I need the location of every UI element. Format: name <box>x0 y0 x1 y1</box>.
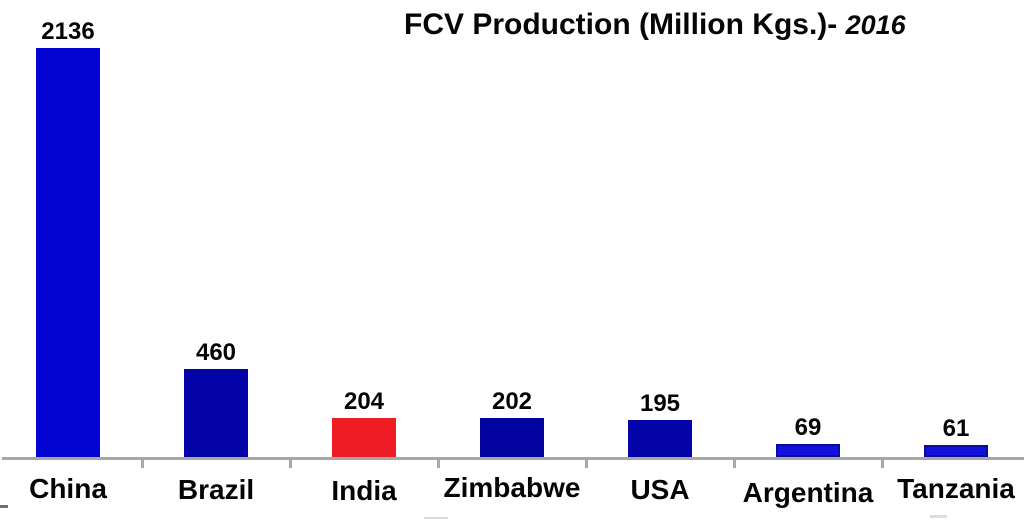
scan-artifact-right <box>930 515 947 518</box>
axis-tick <box>733 460 736 468</box>
value-label-zimbabwe: 202 <box>491 387 533 415</box>
axis-label-china: China <box>29 473 107 504</box>
value-label-brazil: 460 <box>195 338 237 366</box>
bar-zimbabwe <box>480 418 544 457</box>
bar-tanzania <box>924 445 988 457</box>
axis-label-usa: USA <box>630 474 690 505</box>
value-label-china: 2136 <box>41 17 95 45</box>
bar-brazil <box>184 369 248 457</box>
value-label-argentina: 69 <box>794 413 822 441</box>
axis-tick <box>437 460 440 468</box>
axis-label-argentina: Argentina <box>742 477 874 508</box>
value-label-india: 204 <box>343 387 385 415</box>
chart-title: FCV Production (Million Kgs.)- 2016 <box>404 8 906 42</box>
x-axis-line <box>2 457 1024 460</box>
value-label-usa: 195 <box>639 389 681 417</box>
axis-label-india: India <box>331 475 397 506</box>
bar-india <box>332 418 396 457</box>
axis-label-brazil: Brazil <box>177 474 255 505</box>
axis-tick <box>141 460 144 468</box>
bar-argentina <box>776 444 840 457</box>
axis-tick <box>289 460 292 468</box>
scan-artifact-middle <box>424 517 448 519</box>
axis-label-tanzania: Tanzania <box>897 473 1015 504</box>
axis-tick <box>881 460 884 468</box>
value-label-tanzania: 61 <box>942 414 970 442</box>
bar-china <box>36 48 100 457</box>
chart-title-main: FCV Production (Million Kgs.) <box>404 8 828 41</box>
chart-title-year: 2016 <box>845 10 906 40</box>
axis-tick <box>585 460 588 468</box>
bar-usa <box>628 420 692 457</box>
chart-title-separator: - <box>827 8 846 41</box>
axis-label-zimbabwe: Zimbabwe <box>443 472 581 503</box>
scan-artifact-left <box>0 505 8 508</box>
